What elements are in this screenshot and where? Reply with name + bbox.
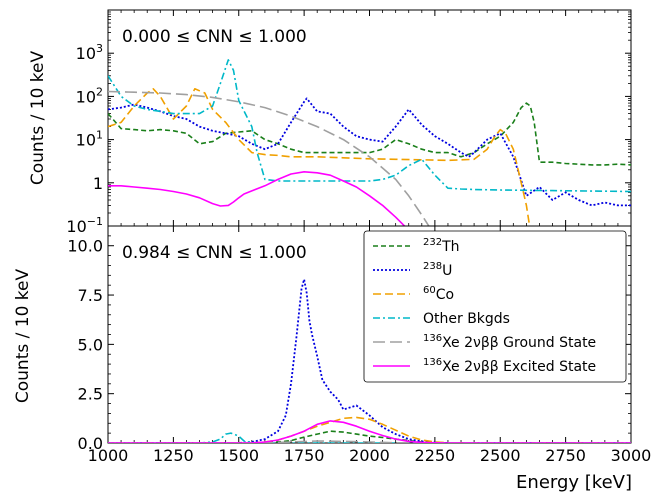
top-y-axis-label: Counts / 10 keV [28, 51, 48, 186]
top-y-tick-label: 10−1 [66, 215, 103, 236]
bottom-y-tick-label: 2.5 [78, 385, 103, 404]
bottom-y-tick-label: 5.0 [78, 335, 103, 354]
x-tick-label: 1500 [218, 446, 259, 465]
bottom-series-group [108, 278, 631, 443]
legend-text: Th [441, 239, 459, 255]
tick-base: 10 [76, 44, 96, 63]
legend-isotope-mass: 136 [423, 357, 442, 368]
top-y-tick-label: 102 [76, 85, 103, 106]
legend-label-u238: 238U [423, 261, 452, 279]
bottom-y-axis-label: Counts / 10 keV [13, 269, 33, 404]
legend-items: 232Th 238U 60Co Other Bkgds 136Xe 2νββ Groun… [373, 237, 596, 375]
x-tick-label: 1250 [153, 446, 194, 465]
tick-base: 10 [76, 131, 96, 150]
bottom-panel: 0.0 2.5 5.0 7.5 10.0 1000 1250 1500 1750 2000 225… [13, 225, 652, 493]
top-series-es [108, 171, 406, 226]
legend-text: Xe 2νββ Ground State [442, 335, 596, 351]
bottom-series-u238 [108, 278, 631, 443]
legend-label-gs: 136Xe 2νββ Ground State [423, 333, 596, 351]
legend-isotope-mass: 60 [423, 285, 436, 296]
legend-label-es: 136Xe 2νββ Excited State [423, 357, 596, 375]
x-tick-label: 2750 [545, 446, 586, 465]
bottom-series-es [108, 420, 631, 443]
tick-exponent: 1 [96, 129, 103, 142]
top-y-tick-label: 101 [76, 129, 103, 150]
tick-base: 10 [76, 87, 96, 106]
bottom-y-tick-label: 10.0 [67, 237, 103, 256]
legend-box [363, 230, 627, 383]
x-tick-label: 3000 [611, 446, 652, 465]
tick-base: 10 [66, 217, 86, 236]
legend-isotope-mass: 232 [423, 237, 442, 248]
bottom-y-tick-label: 7.5 [78, 286, 103, 305]
top-series-gs [108, 90, 430, 226]
legend: 232Th 238U 60Co Other Bkgds 136Xe 2νββ Groun… [363, 230, 627, 383]
x-tick-label: 2250 [415, 446, 456, 465]
top-series-co60 [108, 88, 531, 226]
top-annotation: 0.000 ≤ CNN ≤ 1.000 [122, 27, 307, 47]
legend-text: U [442, 263, 452, 279]
legend-isotope-mass: 136 [423, 333, 442, 344]
top-series-other [108, 59, 631, 193]
tick-exponent: 2 [96, 85, 103, 98]
x-tick-label: 1000 [88, 446, 129, 465]
bottom-series-gs [108, 440, 631, 443]
tick-base: 1 [93, 174, 103, 193]
legend-label-co60: 60Co [423, 285, 454, 303]
x-axis-label: Energy [keV] [516, 472, 632, 493]
top-y-tick-label: 103 [76, 42, 103, 63]
x-tick-label: 2000 [349, 446, 390, 465]
legend-text: Xe 2νββ Excited State [442, 359, 596, 375]
top-series-th232 [108, 102, 631, 166]
bottom-y-tick-label: 0.0 [78, 434, 103, 453]
bottom-annotation: 0.984 ≤ CNN ≤ 1.000 [122, 243, 307, 263]
x-tick-label: 1750 [284, 446, 325, 465]
top-y-tick-label: 1 [93, 174, 103, 193]
legend-isotope-mass: 238 [423, 261, 442, 272]
x-tick-label: 2500 [480, 446, 521, 465]
tick-exponent: 3 [96, 42, 103, 55]
top-series-u238 [108, 97, 631, 207]
tick-exponent: −1 [87, 215, 103, 228]
legend-text: Co [436, 287, 454, 303]
top-series-group [108, 59, 631, 226]
legend-text: Other Bkgds [423, 311, 510, 327]
legend-label-other: Other Bkgds [423, 311, 510, 327]
legend-label-th232: 232Th [423, 237, 460, 255]
